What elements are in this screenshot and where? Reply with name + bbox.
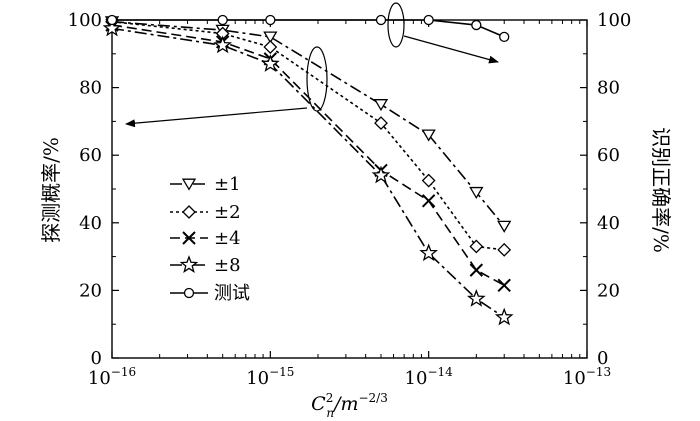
y-tick-label-right: 60 bbox=[597, 145, 620, 166]
series-1 bbox=[105, 14, 512, 257]
y-tick-label-left: 100 bbox=[68, 10, 102, 31]
data-point bbox=[421, 173, 436, 188]
data-point bbox=[371, 165, 391, 184]
y-tick-label-left: 0 bbox=[91, 348, 102, 369]
data-point bbox=[263, 31, 278, 44]
data-point bbox=[469, 239, 484, 254]
data-point bbox=[469, 263, 484, 277]
series-line-1 bbox=[111, 20, 505, 251]
x-tick-label: 10−14 bbox=[405, 365, 454, 389]
data-point bbox=[466, 289, 486, 307]
y-tick-label-left: 60 bbox=[79, 145, 102, 166]
data-point bbox=[375, 14, 387, 26]
legend-entry-3: ±8 bbox=[170, 255, 241, 276]
data-point bbox=[265, 14, 276, 26]
data-point bbox=[419, 243, 439, 262]
series-3 bbox=[102, 18, 514, 326]
legend-label: ±8 bbox=[214, 255, 241, 276]
right-axis-arrow bbox=[403, 35, 499, 64]
y-tick-label-right: 80 bbox=[597, 78, 620, 99]
y-tick-label-right: 100 bbox=[597, 10, 631, 31]
legend-marker bbox=[183, 287, 195, 299]
legend-entry-1: ±2 bbox=[170, 202, 241, 223]
left-axis-arrow bbox=[125, 107, 308, 128]
annotations bbox=[125, 2, 499, 128]
data-point bbox=[497, 278, 511, 293]
legend-marker bbox=[179, 255, 199, 273]
data-point bbox=[260, 54, 280, 72]
data-point bbox=[497, 242, 512, 257]
x-tick-label: 10−13 bbox=[563, 365, 611, 389]
y-tick-label-left: 40 bbox=[79, 213, 102, 234]
y-tick-label-left: 80 bbox=[79, 78, 102, 99]
legend-label: ±4 bbox=[214, 228, 241, 249]
x-tick-label: 10−15 bbox=[246, 365, 294, 389]
legend-entry-2: ±4 bbox=[170, 228, 241, 249]
legend-marker bbox=[182, 231, 196, 245]
data-point bbox=[423, 14, 434, 26]
right-axis-ellipse bbox=[387, 2, 405, 48]
y-axis-left-label: 探测概率/% bbox=[39, 137, 63, 243]
data-point bbox=[263, 40, 278, 54]
legend-label: ±2 bbox=[214, 202, 241, 223]
data-point bbox=[106, 14, 118, 26]
y-tick-label-left: 20 bbox=[79, 280, 102, 301]
x-tick-label: 10−16 bbox=[88, 365, 136, 389]
data-point bbox=[374, 116, 388, 131]
series-4 bbox=[106, 14, 510, 43]
legend-entry-0: ±1 bbox=[170, 174, 241, 195]
data-point bbox=[469, 186, 484, 200]
data-point bbox=[421, 194, 436, 208]
legend-marker bbox=[181, 178, 197, 191]
legend: ±1 ±2 ±4 ±8 测试 bbox=[170, 174, 250, 304]
series-line-4 bbox=[112, 19, 505, 38]
series-line-0 bbox=[111, 20, 505, 227]
legend-label: 测试 bbox=[214, 283, 250, 304]
data-point bbox=[499, 31, 510, 43]
y-tick-label-right: 20 bbox=[597, 280, 620, 301]
plot-frame bbox=[111, 19, 588, 359]
legend-marker bbox=[182, 205, 196, 219]
y-tick-label-right: 0 bbox=[597, 348, 608, 369]
data-point bbox=[421, 129, 436, 142]
legend-entry-4: 测试 bbox=[170, 283, 250, 304]
y-axis-right-label: 识别正确率/% bbox=[649, 127, 673, 253]
data-point bbox=[213, 35, 233, 54]
axes: 10−16 10−15 10−14 10−1302040608010002040608… bbox=[68, 10, 632, 420]
y-tick-label-right: 40 bbox=[597, 213, 620, 234]
data-point bbox=[471, 19, 482, 31]
data-point bbox=[217, 14, 228, 26]
series-line-3 bbox=[111, 27, 505, 319]
x-axis-label: C2 n/m−2/3 bbox=[311, 391, 388, 420]
data-point bbox=[102, 18, 122, 37]
data-point bbox=[373, 99, 389, 112]
legend-label: ±1 bbox=[214, 174, 241, 195]
left-axis-ellipse bbox=[306, 46, 328, 112]
series-layer bbox=[102, 14, 514, 326]
data-point bbox=[494, 307, 514, 326]
data-point bbox=[497, 220, 512, 233]
series-2 bbox=[105, 18, 511, 293]
